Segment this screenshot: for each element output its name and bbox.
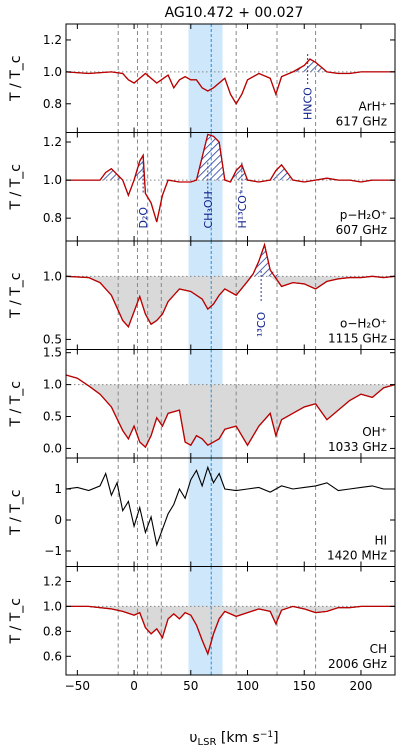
x-tick-label: 0 bbox=[130, 679, 138, 693]
panel-1: HNCO 0.8 1.0 1.2 T / T_c ArH⁺617 GHz bbox=[8, 23, 396, 133]
y-axis-label: T / T_c bbox=[8, 56, 24, 102]
species-label: HI bbox=[374, 534, 387, 548]
y-tick-label: 1.0 bbox=[43, 269, 62, 283]
frequency-label: 1115 GHz bbox=[328, 332, 387, 346]
panel-frame bbox=[65, 566, 396, 676]
fit-line bbox=[65, 374, 396, 449]
y-tick-label: −1 bbox=[44, 544, 62, 558]
y-axis-label: T / T_c bbox=[8, 164, 24, 210]
y-tick-label: 1.2 bbox=[43, 135, 62, 149]
panel-3: ¹³CO 0.5 1.0 T / T_c o−H₂O⁺1115 GHz bbox=[8, 240, 396, 350]
y-tick-label: 0.6 bbox=[43, 649, 62, 663]
y-tick-label: 0.5 bbox=[43, 332, 62, 346]
frequency-label: 607 GHz bbox=[336, 223, 387, 237]
y-tick-label: 1.2 bbox=[43, 33, 62, 47]
x-tick-label: 200 bbox=[350, 679, 373, 693]
y-tick-label: 0 bbox=[54, 513, 62, 527]
x-tick-label: 150 bbox=[293, 679, 316, 693]
x-axis-label: υLSR [km s−1] bbox=[189, 730, 278, 748]
y-tick-label: 1 bbox=[54, 482, 62, 496]
y-axis-label: T / T_c bbox=[8, 598, 24, 644]
y-tick-label: 1.0 bbox=[43, 378, 62, 392]
y-tick-label: 0.5 bbox=[43, 410, 62, 424]
y-tick-label: 0.8 bbox=[43, 97, 62, 111]
species-label: ArH⁺ bbox=[359, 100, 388, 114]
annotation-label: ¹³CO bbox=[255, 312, 268, 338]
absorption-fill bbox=[66, 606, 395, 654]
panels: HNCO 0.8 1.0 1.2 T / T_c ArH⁺617 GHz D₂O CH₃OH H… bbox=[8, 23, 396, 693]
y-tick-label: 1.0 bbox=[43, 173, 62, 187]
annotation-label: HNCO bbox=[302, 87, 315, 120]
emission-hatch bbox=[66, 244, 395, 277]
annotation-label: D₂O bbox=[137, 207, 150, 229]
y-tick-label: 1.0 bbox=[43, 65, 62, 79]
frequency-label: 2006 GHz bbox=[328, 657, 387, 671]
frequency-label: 617 GHz bbox=[336, 115, 387, 129]
x-tick-label: −50 bbox=[65, 679, 90, 693]
frequency-label: 1420 MHz bbox=[327, 549, 387, 563]
chart-title: AG10.472 + 00.027 bbox=[165, 5, 304, 21]
y-tick-label: 1.0 bbox=[43, 599, 62, 613]
spectrum-line bbox=[65, 465, 395, 547]
annotation-label: CH₃OH bbox=[202, 191, 215, 228]
spectrum-line bbox=[65, 58, 395, 105]
annotation-label: H¹³CO⁺ bbox=[236, 189, 249, 228]
fit-line bbox=[65, 242, 396, 329]
species-label: CH bbox=[370, 642, 387, 656]
panel-4: 0.0 0.5 1.0 1.5 T / T_c OH⁺1033 GHz bbox=[8, 346, 396, 459]
species-label: p−H₂O⁺ bbox=[340, 208, 387, 222]
frequency-label: 1033 GHz bbox=[328, 440, 387, 454]
y-tick-label: 1.2 bbox=[43, 574, 62, 588]
panel-2: D₂O CH₃OH H¹³CO⁺ 0.8 1.0 1.2 T / T_c p−H₂O⁺607 … bbox=[8, 132, 396, 242]
velocity-band bbox=[188, 24, 223, 133]
fit-line bbox=[66, 605, 395, 656]
x-tick-label: 50 bbox=[183, 679, 198, 693]
species-label: OH⁺ bbox=[362, 425, 387, 439]
species-label: o−H₂O⁺ bbox=[340, 317, 387, 331]
x-tick-label: 100 bbox=[236, 679, 259, 693]
y-tick-label: 0.0 bbox=[43, 441, 62, 455]
absorption-fill bbox=[66, 276, 395, 327]
fit-line bbox=[66, 133, 395, 223]
absorption-fill bbox=[66, 384, 395, 448]
y-tick-label: 0.8 bbox=[43, 211, 62, 225]
y-tick-label: 1.5 bbox=[43, 346, 62, 360]
y-axis-label: T / T_c bbox=[8, 381, 24, 427]
emission-hatch bbox=[66, 59, 395, 72]
y-axis-label: T / T_c bbox=[8, 490, 24, 536]
fit-line bbox=[65, 58, 395, 106]
y-axis-label: T / T_c bbox=[8, 273, 24, 319]
y-tick-label: 0.8 bbox=[43, 624, 62, 638]
